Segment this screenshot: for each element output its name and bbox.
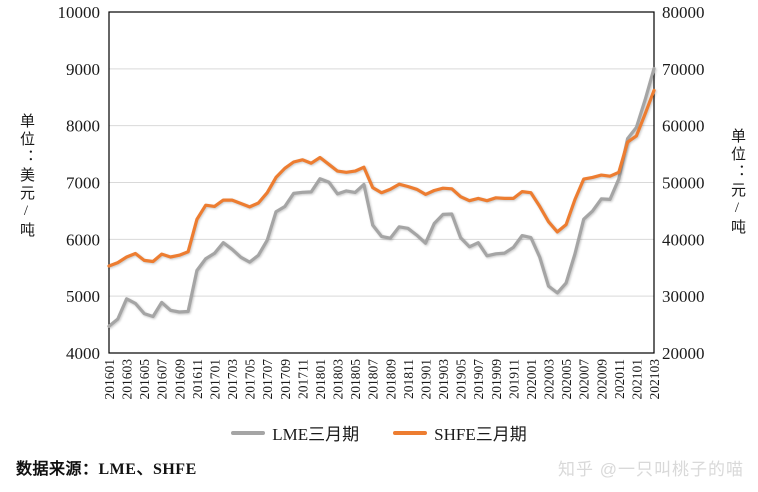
series-line-lme bbox=[107, 66, 656, 328]
left-axis-tick-label: 4000 bbox=[66, 344, 100, 363]
data-source-label: 数据来源：LME、SHFE bbox=[16, 461, 197, 478]
x-axis-tick-label: 201605 bbox=[137, 359, 152, 400]
legend-label-shfe: SHFE三月期 bbox=[434, 425, 527, 444]
x-axis-tick-label: 202005 bbox=[559, 359, 574, 400]
x-axis-tick-label: 201909 bbox=[489, 359, 504, 400]
right-axis-tick-label: 60000 bbox=[662, 117, 705, 136]
right-axis-tick-label: 30000 bbox=[662, 287, 705, 306]
lme-line-swatch bbox=[231, 430, 266, 435]
x-axis-tick-label: 202101 bbox=[629, 359, 644, 400]
left-axis-title: 单位：美元/吨 bbox=[18, 113, 34, 240]
x-axis-tick-label: 202001 bbox=[524, 359, 539, 400]
x-axis-tick-label: 201911 bbox=[506, 359, 521, 399]
series-line-shfe bbox=[107, 88, 656, 268]
left-axis-tick-label: 7000 bbox=[66, 174, 100, 193]
x-axis-tick-label: 201901 bbox=[418, 359, 433, 400]
x-axis-tick-label: 201711 bbox=[295, 359, 310, 399]
x-axis-tick-label: 201809 bbox=[383, 359, 398, 400]
x-axis-tick-label: 201609 bbox=[172, 359, 187, 400]
right-axis-title: 单位：元/吨 bbox=[729, 128, 745, 237]
x-axis-tick-label: 201707 bbox=[260, 359, 275, 400]
legend-item-shfe: SHFE三月期 bbox=[393, 420, 527, 445]
x-axis-tick-label: 201803 bbox=[331, 359, 346, 400]
x-axis-tick-label: 201703 bbox=[225, 359, 240, 400]
x-axis-tick-label: 201807 bbox=[366, 359, 381, 400]
left-axis-tick-label: 9000 bbox=[66, 60, 100, 79]
x-axis-tick-label: 201603 bbox=[120, 359, 135, 400]
x-axis-tick-label: 201811 bbox=[401, 359, 416, 399]
right-axis-tick-label: 40000 bbox=[662, 230, 705, 249]
x-axis-tick-label: 201611 bbox=[190, 359, 205, 399]
watermark-text: 知乎 @一只叫桃子的喵 bbox=[558, 460, 744, 479]
x-axis-tick-label: 201607 bbox=[155, 359, 170, 400]
x-axis-tick-label: 201705 bbox=[243, 359, 258, 400]
x-axis-tick-label: 202011 bbox=[612, 359, 627, 399]
right-axis-tick-label: 20000 bbox=[662, 344, 705, 363]
legend-label-lme: LME三月期 bbox=[272, 425, 360, 444]
right-axis-tick-label: 70000 bbox=[662, 60, 705, 79]
x-axis-tick-label: 202103 bbox=[647, 359, 662, 400]
x-axis-tick-label: 201601 bbox=[102, 359, 117, 400]
left-axis-tick-label: 5000 bbox=[66, 287, 100, 306]
x-axis-tick-label: 201709 bbox=[278, 359, 293, 400]
x-axis-tick-label: 201907 bbox=[471, 359, 486, 400]
left-axis-tick-label: 10000 bbox=[58, 3, 101, 22]
left-axis-tick-label: 8000 bbox=[66, 117, 100, 136]
x-axis-tick-label: 201701 bbox=[207, 359, 222, 400]
plot-border bbox=[108, 11, 655, 354]
x-axis-tick-label: 201905 bbox=[454, 359, 469, 400]
x-axis-tick-label: 201801 bbox=[313, 359, 328, 400]
right-axis-tick-label: 80000 bbox=[662, 3, 705, 22]
x-axis-tick-label: 202007 bbox=[577, 359, 592, 400]
x-axis-tick-label: 201903 bbox=[436, 359, 451, 400]
x-axis-tick-label: 202003 bbox=[542, 359, 557, 400]
legend-item-lme: LME三月期 bbox=[231, 420, 359, 445]
x-axis-tick-label: 201805 bbox=[348, 359, 363, 400]
x-axis-tick-label: 202009 bbox=[594, 359, 609, 400]
shfe-line-swatch bbox=[393, 430, 428, 435]
left-axis-tick-label: 6000 bbox=[66, 230, 100, 249]
legend: LME三月期 SHFE三月期 bbox=[0, 420, 758, 445]
right-axis-tick-label: 50000 bbox=[662, 174, 705, 193]
